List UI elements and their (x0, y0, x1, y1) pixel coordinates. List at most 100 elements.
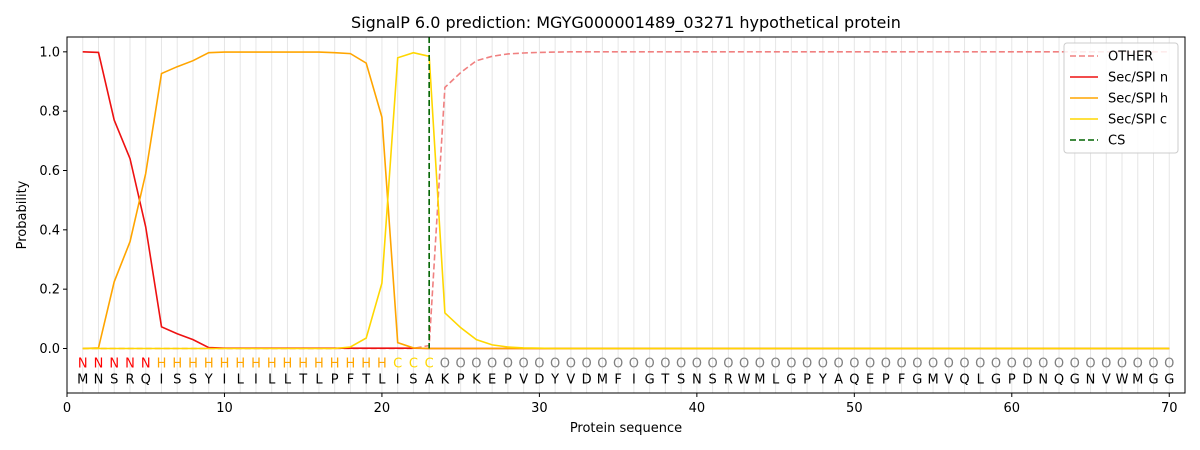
sequence-letter: D (582, 373, 592, 388)
region-label-letter: H (346, 357, 356, 372)
region-label-letter: O (975, 357, 985, 372)
legend-label: CS (1108, 134, 1125, 149)
region-label-letter: C (393, 357, 402, 372)
sequence-letter: Q (849, 373, 859, 388)
region-label-letter: H (314, 357, 324, 372)
region-label-letter: O (1038, 357, 1048, 372)
y-tick-label: 0.2 (39, 283, 60, 298)
region-label-letter: C (409, 357, 418, 372)
sequence-letter: P (457, 373, 465, 388)
region-label-letter: O (928, 357, 938, 372)
region-label-letter: O (676, 357, 686, 372)
region-label-letter: H (204, 357, 214, 372)
sequence-letter: P (1008, 373, 1016, 388)
region-label-letter: O (802, 357, 812, 372)
sequence-letter: K (472, 373, 481, 388)
region-label-letter: O (991, 357, 1001, 372)
region-label-letter: C (425, 357, 434, 372)
sequence-letter: D (534, 373, 544, 388)
sequence-letter: G (912, 373, 922, 388)
region-label-letter: O (723, 357, 733, 372)
sequence-letter: R (724, 373, 733, 388)
region-label-letter: O (1054, 357, 1064, 372)
sequence-letter: V (519, 373, 528, 388)
region-label-letter: O (1133, 357, 1143, 372)
region-label-letter: O (833, 357, 843, 372)
sequence-letter: P (331, 373, 339, 388)
sequence-letter: Y (550, 373, 559, 388)
sequence-letter: E (488, 373, 496, 388)
sequence-letter: G (645, 373, 655, 388)
sequence-letter: N (1086, 373, 1096, 388)
y-axis-label: Probability (15, 180, 30, 249)
legend-label: OTHER (1108, 50, 1153, 65)
y-tick-label: 0.4 (39, 223, 60, 238)
sequence-letter: L (237, 373, 245, 388)
sequence-letter: L (378, 373, 386, 388)
region-label-letter: H (220, 357, 230, 372)
sequence-letter: N (692, 373, 702, 388)
sequence-letter: T (361, 373, 370, 388)
sequence-letter: S (677, 373, 685, 388)
region-label-letter: H (267, 357, 277, 372)
sequence-letter: E (866, 373, 874, 388)
region-label-letter: O (613, 357, 623, 372)
region-label-letter: H (283, 357, 293, 372)
sequence-letter: M (754, 373, 765, 388)
series-line-sec-spi-c (82, 51, 1170, 350)
region-label-letter: O (440, 357, 450, 372)
region-label-letter: N (141, 357, 151, 372)
sequence-letter: S (409, 373, 417, 388)
sequence-letter: R (125, 373, 134, 388)
region-label-letter: O (566, 357, 576, 372)
sequence-letter: M (597, 373, 608, 388)
sequence-letter: M (1132, 373, 1143, 388)
region-label-letter: O (1148, 357, 1158, 372)
x-tick-label: 60 (1004, 401, 1021, 416)
region-label-letter: H (251, 357, 261, 372)
region-label-letter: O (1007, 357, 1017, 372)
region-label-letter: H (377, 357, 387, 372)
y-tick-label: 0.6 (39, 164, 60, 179)
region-label-letter: O (1022, 357, 1032, 372)
region-label-letter: H (172, 357, 182, 372)
region-label-letter: O (707, 357, 717, 372)
region-label-letter: N (94, 357, 104, 372)
region-label-letter: N (78, 357, 88, 372)
region-label-letter: H (361, 357, 371, 372)
region-label-letter: N (125, 357, 135, 372)
region-label-letter: O (692, 357, 702, 372)
sequence-letter: V (566, 373, 575, 388)
sequence-letter: S (708, 373, 716, 388)
sequence-letter: V (944, 373, 953, 388)
sequence-letter: L (268, 373, 276, 388)
series-line-sec-spi-n (82, 51, 1170, 350)
x-tick-label: 20 (374, 401, 391, 416)
sequence-letter: M (77, 373, 88, 388)
region-label-letter: O (487, 357, 497, 372)
region-label-letter: H (330, 357, 340, 372)
plot-area: NMNNNSNRNQHIHSHSHYHIHLHIHLHLHTHLHPHFHTHL… (77, 37, 1174, 393)
sequence-letter: S (110, 373, 118, 388)
x-tick-label: 30 (531, 401, 548, 416)
region-label-letter: O (660, 357, 670, 372)
sequence-letter: I (223, 373, 227, 388)
region-label-letter: O (471, 357, 481, 372)
sequence-letter: P (803, 373, 811, 388)
legend: OTHER Sec/SPI n Sec/SPI h Sec/SPI c CS (1063, 42, 1179, 154)
sequence-letter: Y (818, 373, 827, 388)
region-label-letter: O (597, 357, 607, 372)
region-label-letter: O (881, 357, 891, 372)
sequence-letter: I (396, 373, 400, 388)
chart-title: SignalP 6.0 prediction: MGYG000001489_03… (351, 13, 901, 33)
x-tick-label: 10 (216, 401, 233, 416)
region-label-letter: O (896, 357, 906, 372)
series-line-other (82, 50, 1170, 350)
x-tick-label: 0 (63, 401, 71, 416)
sequence-letter: A (425, 373, 434, 388)
series-line-sec-spi-h (82, 51, 1170, 350)
sequence-letter: M (927, 373, 938, 388)
sequence-letter: P (504, 373, 512, 388)
axis-ticks: 0 10 20 30 40 50 60 70 0.0 0.2 0.4 0.6 0.8 1.0 (39, 45, 1177, 416)
region-label-letter: O (739, 357, 749, 372)
